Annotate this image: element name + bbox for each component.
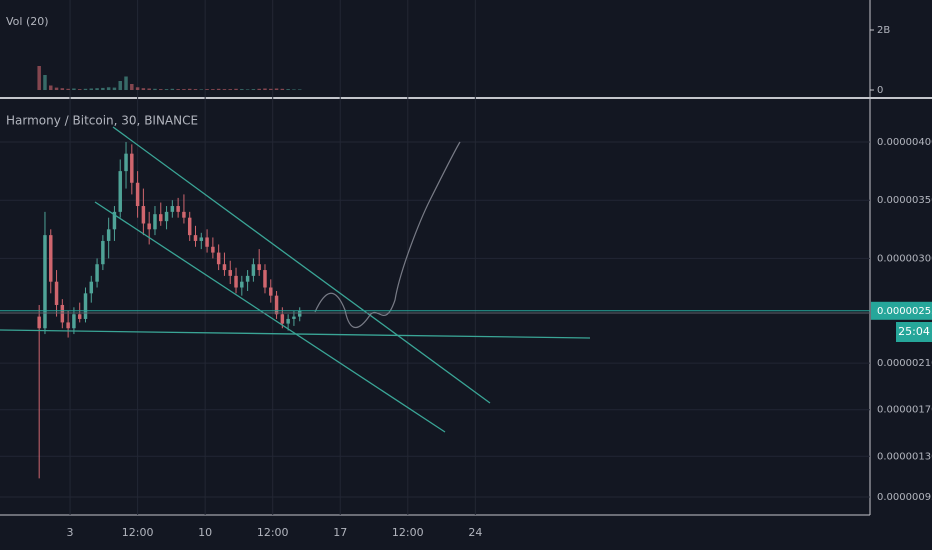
last-price-box	[871, 301, 932, 320]
candle-body	[112, 211, 117, 230]
x-tick-label: 12:00	[257, 526, 289, 539]
candle-body	[193, 235, 198, 241]
candle-body	[251, 264, 256, 276]
trend-line	[0, 329, 591, 339]
candle-body	[274, 295, 279, 315]
candle-body	[159, 214, 163, 222]
candle-body	[205, 237, 209, 247]
candle-body	[199, 237, 204, 241]
candle-body	[49, 235, 53, 282]
candle-body	[245, 275, 250, 282]
countdown: 25:04	[898, 325, 930, 338]
candle-body	[118, 171, 122, 212]
y-tick-label: 0.00000400	[877, 137, 932, 148]
candle-body	[130, 153, 134, 183]
candle-body	[101, 240, 105, 265]
candle-body	[187, 217, 192, 236]
candle-body	[153, 214, 157, 230]
candle-body	[83, 293, 88, 319]
y-tick-label: 0.00000170	[877, 405, 932, 416]
y-tick-label: 0.00000210	[877, 358, 932, 369]
candle-body	[182, 211, 186, 218]
candle-body	[164, 211, 169, 222]
x-tick-label: 24	[468, 526, 482, 539]
candle-body	[54, 281, 59, 305]
candle-body	[257, 264, 261, 271]
x-tick-label: 3	[67, 526, 74, 539]
volume-tick-label: 0	[877, 85, 883, 96]
candle-body	[89, 281, 94, 294]
candle-body	[297, 310, 302, 317]
candle-body	[280, 314, 285, 324]
candle-body	[269, 287, 273, 296]
candle-body	[228, 270, 232, 276]
candle-body	[176, 206, 180, 212]
candle-body	[286, 318, 290, 324]
candle-body	[66, 322, 70, 329]
y-tick-label: 0.00000350	[877, 195, 932, 206]
candle-body	[234, 275, 238, 288]
candle-body	[60, 304, 65, 323]
candle-body	[135, 182, 140, 207]
drawings	[0, 126, 870, 433]
candle-body	[72, 314, 76, 329]
countdown-box	[896, 322, 932, 342]
x-tick-label: 12:00	[122, 526, 154, 539]
projection-path	[314, 141, 461, 329]
x-tick-label: 17	[333, 526, 347, 539]
candle-body	[141, 206, 146, 224]
y-tick-label: 0.00000300	[877, 253, 932, 264]
x-tick-label: 12:00	[392, 526, 424, 539]
candle-body	[77, 314, 82, 319]
candle-body	[147, 223, 151, 230]
candle-body	[37, 316, 41, 329]
candle-body	[211, 246, 215, 253]
candle-body	[263, 270, 267, 288]
marks	[37, 66, 302, 479]
volume-tick-label: 2B	[877, 25, 890, 36]
candle-body	[170, 206, 175, 212]
candle-body	[222, 264, 227, 271]
y-tick-label: 0.00000095	[877, 492, 932, 503]
candle-body	[106, 229, 111, 241]
candle-body	[43, 235, 47, 329]
y-tick-label: 0.00000130	[877, 451, 932, 462]
candle-body	[216, 252, 221, 265]
candle-body	[292, 316, 296, 319]
last-price-label: 0.00000255	[877, 306, 932, 317]
trend-line	[112, 126, 491, 404]
candle-body	[124, 153, 128, 172]
trend-line	[94, 201, 446, 433]
candle-body	[95, 264, 99, 282]
volume-title: Vol (20)	[6, 15, 49, 28]
chart-title: Harmony / Bitcoin, 30, BINANCE	[6, 114, 198, 128]
x-tick-label: 10	[198, 526, 212, 539]
candle-body	[240, 281, 244, 288]
